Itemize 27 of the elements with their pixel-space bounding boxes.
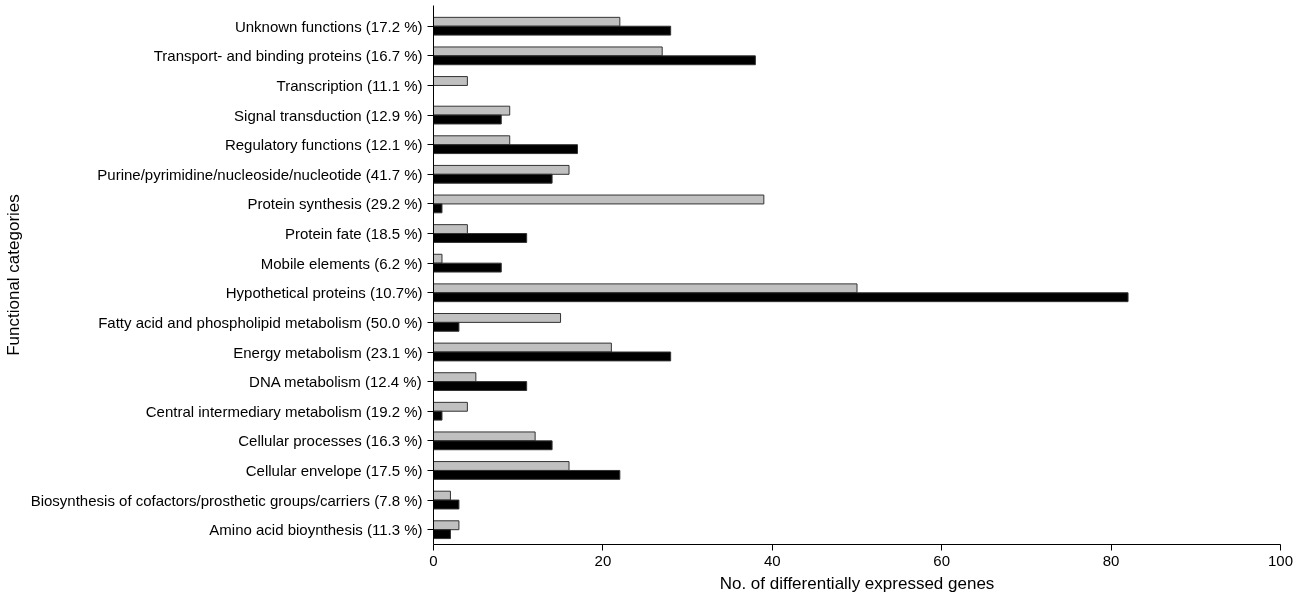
y-tick-label: Biosynthesis of cofactors/prosthetic groups/carriers (7.8 %)	[30, 491, 423, 509]
x-axis-title: No. of differentially expressed genes	[719, 573, 995, 593]
y-tick-label: Regulatory functions (12.1 %)	[224, 136, 423, 154]
y-tick-label: DNA metabolism (12.4 %)	[249, 373, 422, 391]
x-tick-label: 80	[1102, 551, 1120, 569]
y-tick-label: Hypothetical proteins (10.7%)	[225, 284, 423, 302]
x-tick-label: 0	[429, 551, 438, 569]
y-tick-label: Energy metabolism (23.1 %)	[233, 343, 423, 361]
y-tick-label: Protein fate (18.5 %)	[284, 225, 423, 243]
y-tick-label: Mobile elements (6.2 %)	[260, 254, 423, 272]
x-tick-label: 100	[1267, 551, 1294, 569]
y-tick-label: Fatty acid and phospholipid metabolism (50.0 %)	[98, 313, 423, 331]
y-tick-label: Transcription (11.1 %)	[276, 76, 423, 94]
bar	[433, 76, 468, 86]
x-tick-label: 60	[933, 551, 951, 569]
y-tick-label: Amino acid bioynthesis (11.3 %)	[209, 521, 423, 539]
y-tick-label: Cellular processes (16.3 %)	[238, 432, 423, 450]
y-tick-label: Cellular envelope (17.5 %)	[245, 461, 423, 479]
y-tick-label: Protein synthesis (29.2 %)	[247, 195, 423, 213]
y-tick-label: Purine/pyrimidine/nucleoside/nucleotide (41.7 %)	[97, 165, 423, 183]
y-axis-title: Functional categories	[3, 194, 23, 356]
y-tick-label: Central intermediary metabolism (19.2 %)	[145, 402, 423, 420]
y-tick-label: Signal transduction (12.9 %)	[234, 106, 423, 124]
y-tick-label: Unknown functions (17.2 %)	[234, 17, 423, 35]
x-tick-label: 40	[763, 551, 781, 569]
x-tick-label: 20	[594, 551, 612, 569]
y-tick-label: Transport- and binding proteins (16.7 %)	[153, 47, 423, 65]
